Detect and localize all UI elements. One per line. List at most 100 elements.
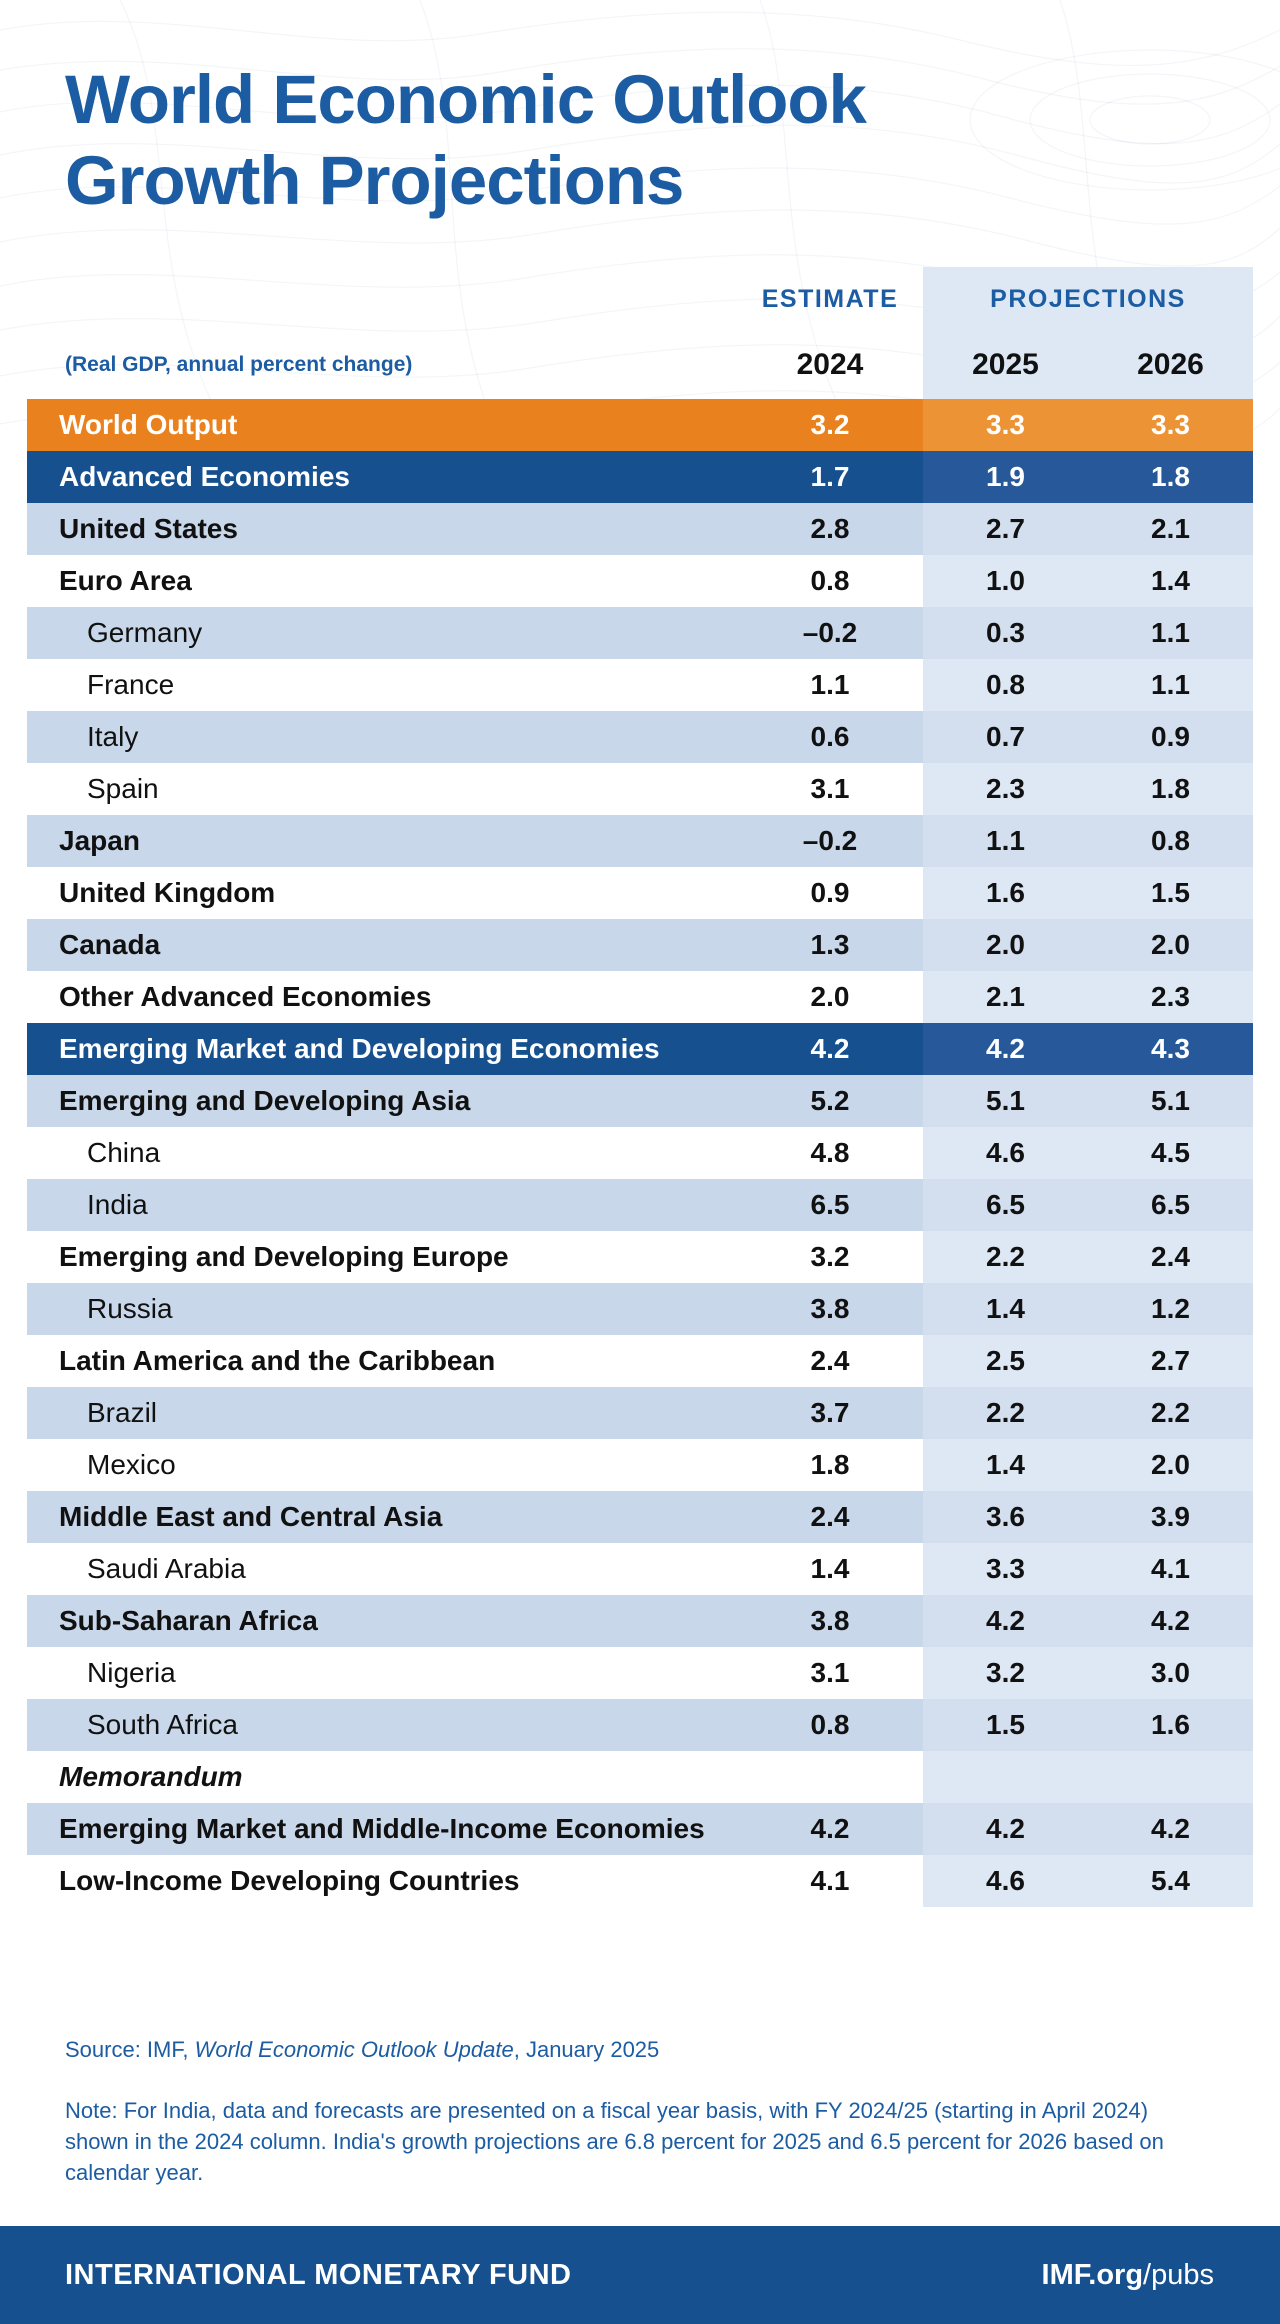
row-value-2024: 4.1 <box>810 1865 850 1897</box>
row-value-2024: 2.8 <box>737 503 923 556</box>
row-value-2024: 4.2 <box>737 1803 923 1856</box>
row-value-2024 <box>737 1751 923 1803</box>
row-value-2025: 4.2 <box>923 1023 1088 1076</box>
footnotes: Source: IMF, World Economic Outlook Upda… <box>65 2035 1215 2188</box>
row-value-2026: 3.0 <box>1088 1647 1253 1700</box>
page-title-line-1: World Economic Outlook <box>65 61 867 138</box>
row-value-2026: 5.4 <box>1088 1855 1253 1908</box>
row-name: Emerging and Developing Europe <box>59 1241 509 1273</box>
source-suffix: , January 2025 <box>513 2037 660 2063</box>
table-row: United Kingdom 0.9 1.6 1.5 <box>27 867 1253 920</box>
table-row: Advanced Economies 1.7 1.9 1.8 <box>27 451 1253 504</box>
row-name: Other Advanced Economies <box>59 981 432 1013</box>
row-name: United Kingdom <box>59 877 276 909</box>
row-value-2025: 3.3 <box>923 399 1088 452</box>
table-row: Euro Area 0.8 1.0 1.4 <box>27 555 1253 608</box>
table-row: Germany –0.2 0.3 1.1 <box>27 607 1253 660</box>
row-value-2024: 6.5 <box>737 1179 923 1232</box>
table-row: China 4.8 4.6 4.5 <box>27 1127 1253 1180</box>
row-name: Nigeria <box>87 1657 176 1689</box>
table-row: South Africa 0.8 1.5 1.6 <box>27 1699 1253 1752</box>
row-value-2025: 1.0 <box>923 555 1088 608</box>
table-row: Nigeria 3.1 3.2 3.0 <box>27 1647 1253 1700</box>
row-value-2024: 1.7 <box>737 451 923 504</box>
row-value-2025: 0.3 <box>923 607 1088 660</box>
row-value-2025: 0.7 <box>923 711 1088 764</box>
row-name: Japan <box>27 815 737 868</box>
row-value-2026: 0.8 <box>1088 815 1253 868</box>
row-name: Spain <box>87 773 159 805</box>
row-name: Russia <box>27 1283 737 1336</box>
projections-column-header: PROJECTIONS <box>990 284 1186 313</box>
row-value-2026: 1.1 <box>1088 607 1253 660</box>
row-name: Low-Income Developing Countries <box>59 1865 520 1897</box>
table-row: Emerging and Developing Asia 5.2 5.1 5.1 <box>27 1075 1253 1128</box>
estimate-column-header: ESTIMATE <box>761 284 899 313</box>
table-row: Saudi Arabia 1.4 3.3 4.1 <box>27 1543 1253 1596</box>
row-value-2025: 2.1 <box>923 971 1088 1024</box>
row-value-2024: –0.2 <box>737 815 923 868</box>
row-value-2026: 0.9 <box>1088 711 1253 764</box>
footer-link-regular-part: /pubs <box>1143 2258 1214 2291</box>
row-name: Canada <box>27 919 737 972</box>
row-name: Emerging Market and Middle-Income Econom… <box>27 1803 737 1856</box>
row-value-2024: 0.6 <box>737 711 923 764</box>
row-value-2025: 2.5 <box>923 1335 1088 1388</box>
row-name: Emerging Market and Developing Economies <box>27 1023 737 1076</box>
row-value-2026: 1.5 <box>1088 867 1253 920</box>
row-value-2024: 2.4 <box>737 1491 923 1544</box>
row-value-2025 <box>923 1751 1088 1804</box>
row-value-2026: 2.0 <box>1088 919 1253 972</box>
row-value-2024: 0.9 <box>810 877 850 909</box>
row-value-2025: 1.9 <box>923 451 1088 504</box>
table-row: Russia 3.8 1.4 1.2 <box>27 1283 1253 1336</box>
row-value-2025: 3.6 <box>923 1491 1088 1544</box>
source-publication-title: World Economic Outlook Update <box>194 2037 514 2063</box>
table-row: Spain 3.1 2.3 1.8 <box>27 763 1253 816</box>
source-prefix: Source: IMF, <box>65 2037 195 2063</box>
row-value-2026: 4.1 <box>1088 1543 1253 1596</box>
row-value-2025: 4.2 <box>923 1803 1088 1856</box>
row-value-2025: 2.0 <box>923 919 1088 972</box>
row-value-2026: 1.2 <box>1088 1283 1253 1336</box>
table-row: Emerging Market and Developing Economies… <box>27 1023 1253 1076</box>
row-value-2025: 2.3 <box>923 763 1088 816</box>
row-value-2025: 3.3 <box>923 1543 1088 1596</box>
table-row: Latin America and the Caribbean 2.4 2.5 2.7 <box>27 1335 1253 1388</box>
row-value-2025: 1.5 <box>923 1699 1088 1752</box>
row-value-2024: 4.2 <box>737 1023 923 1076</box>
table-rows: World Output 3.2 3.3 3.3 Advanced Economies 1… <box>27 399 1253 1908</box>
row-value-2024: 0.8 <box>737 1699 923 1752</box>
row-value-2026: 1.6 <box>1088 1699 1253 1752</box>
row-value-2026: 1.4 <box>1088 555 1253 608</box>
row-value-2026: 2.1 <box>1088 503 1253 556</box>
row-name: Memorandum <box>59 1761 243 1793</box>
table-row: Canada 1.3 2.0 2.0 <box>27 919 1253 972</box>
row-name: India <box>27 1179 737 1232</box>
table-subtitle: (Real GDP, annual percent change) <box>65 353 413 377</box>
row-name: Euro Area <box>59 565 192 597</box>
row-value-2025: 4.6 <box>923 1127 1088 1180</box>
table-row: India 6.5 6.5 6.5 <box>27 1179 1253 1232</box>
row-name: South Africa <box>27 1699 737 1752</box>
year-header-2025: 2025 <box>972 348 1039 382</box>
footer-imf-pubs-link[interactable]: IMF.org/pubs <box>1042 2259 1214 2292</box>
row-value-2025: 1.4 <box>923 1439 1088 1492</box>
row-name: Mexico <box>87 1449 176 1481</box>
source-note: Source: IMF, World Economic Outlook Upda… <box>65 2035 1215 2066</box>
row-value-2026: 4.3 <box>1088 1023 1253 1076</box>
row-value-2026: 2.2 <box>1088 1387 1253 1440</box>
row-value-2024: 0.8 <box>810 565 850 597</box>
spacer-cell <box>27 267 737 331</box>
table-row: Mexico 1.8 1.4 2.0 <box>27 1439 1253 1492</box>
year-header-row: (Real GDP, annual percent change) 2024 2… <box>27 331 1253 399</box>
row-value-2026: 6.5 <box>1088 1179 1253 1232</box>
row-name: Italy <box>27 711 737 764</box>
row-value-2024: 1.4 <box>810 1553 850 1585</box>
row-value-2024: 4.8 <box>810 1137 850 1169</box>
projections-table: ESTIMATE PROJECTIONS (Real GDP, annual p… <box>27 267 1253 1908</box>
row-value-2026: 5.1 <box>1088 1075 1253 1128</box>
table-row: Middle East and Central Asia 2.4 3.6 3.9 <box>27 1491 1253 1544</box>
row-value-2024: 2.4 <box>810 1345 850 1377</box>
